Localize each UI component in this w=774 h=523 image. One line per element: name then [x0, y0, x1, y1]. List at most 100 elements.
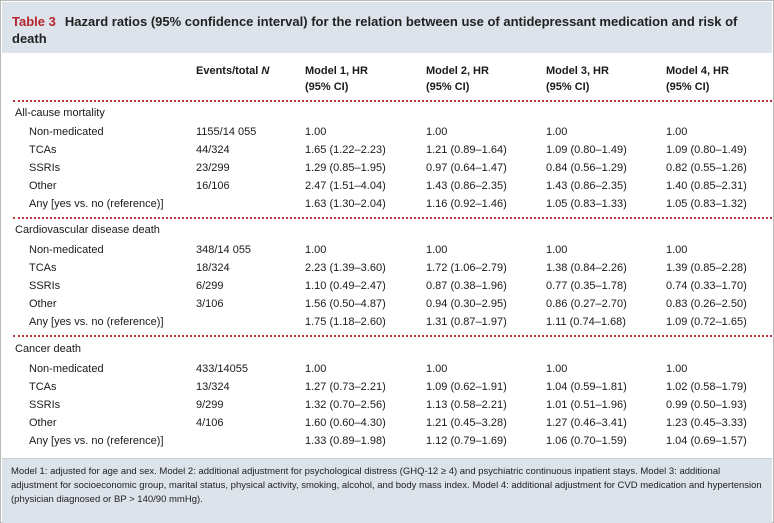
- row-label: Non-medicated: [29, 363, 104, 375]
- table-row: TCAs 44/324 1.65 (1.22–2.23) 1.21 (0.89–…: [1, 141, 774, 159]
- row-model-1: 1.75 (1.18–2.60): [305, 316, 386, 328]
- section-title-all-cause: All-cause mortality: [15, 107, 105, 119]
- row-model-2: 1.43 (0.86–2.35): [426, 180, 507, 192]
- row-model-4: 1.09 (0.72–1.65): [666, 316, 747, 328]
- header-model-2-line1: Model 2, HR: [426, 65, 489, 77]
- row-model-1: 1.32 (0.70–2.56): [305, 399, 386, 411]
- row-model-2: 1.00: [426, 244, 448, 256]
- table-row: Other 16/106 2.47 (1.51–4.04) 1.43 (0.86…: [1, 177, 774, 195]
- row-events: 18/324: [196, 262, 230, 274]
- header-model-1: Model 1, HR (95% CI): [305, 63, 368, 95]
- row-model-4: 1.09 (0.80–1.49): [666, 144, 747, 156]
- row-model-2: 0.87 (0.38–1.96): [426, 280, 507, 292]
- header-model-1-line2: (95% CI): [305, 81, 349, 93]
- row-model-3: 1.00: [546, 244, 568, 256]
- row-label: Non-medicated: [29, 244, 104, 256]
- section-title-cancer: Cancer death: [15, 343, 82, 355]
- row-events: 13/324: [196, 381, 230, 393]
- header-events: Events/total N: [196, 63, 269, 79]
- row-label: SSRIs: [29, 162, 61, 174]
- row-model-1: 1.27 (0.73–2.21): [305, 381, 386, 393]
- row-model-3: 1.09 (0.80–1.49): [546, 144, 627, 156]
- table-row: Non-medicated 1155/14 055 1.00 1.00 1.00…: [1, 123, 774, 141]
- section-title-cvd: Cardiovascular disease death: [15, 224, 160, 236]
- table-row: TCAs 18/324 2.23 (1.39–3.60) 1.72 (1.06–…: [1, 259, 774, 277]
- row-model-1: 1.00: [305, 244, 327, 256]
- header-model-4-line1: Model 4, HR: [666, 65, 729, 77]
- row-model-4: 0.83 (0.26–2.50): [666, 298, 747, 310]
- row-model-3: 1.11 (0.74–1.68): [546, 316, 626, 328]
- row-events: 16/106: [196, 180, 230, 192]
- row-events: 23/299: [196, 162, 230, 174]
- table-row: Other 4/106 1.60 (0.60–4.30) 1.21 (0.45–…: [1, 414, 774, 432]
- row-model-4: 1.39 (0.85–2.28): [666, 262, 747, 274]
- row-model-2: 0.97 (0.64–1.47): [426, 162, 507, 174]
- row-model-1: 2.23 (1.39–3.60): [305, 262, 386, 274]
- row-label: SSRIs: [29, 399, 61, 411]
- row-events: 6/299: [196, 280, 224, 292]
- row-events: 348/14 055: [196, 244, 252, 256]
- row-model-1: 1.00: [305, 363, 327, 375]
- table-row: Non-medicated 348/14 055 1.00 1.00 1.00 …: [1, 241, 774, 259]
- row-model-1: 1.29 (0.85–1.95): [305, 162, 386, 174]
- title-band: Table 3 Hazard ratios (95% confidence int…: [2, 2, 772, 53]
- row-events: 4/106: [196, 417, 224, 429]
- row-label: Other: [29, 417, 57, 429]
- table-row: Other 3/106 1.56 (0.50–4.87) 0.94 (0.30–…: [1, 295, 774, 313]
- header-model-3-line1: Model 3, HR: [546, 65, 609, 77]
- row-model-3: 1.43 (0.86–2.35): [546, 180, 627, 192]
- header-model-2: Model 2, HR (95% CI): [426, 63, 489, 95]
- row-model-4: 1.00: [666, 363, 688, 375]
- row-model-4: 1.40 (0.85–2.31): [666, 180, 747, 192]
- row-model-2: 1.21 (0.45–3.28): [426, 417, 507, 429]
- row-label: Non-medicated: [29, 126, 104, 138]
- row-model-1: 1.63 (1.30–2.04): [305, 198, 386, 210]
- row-model-2: 1.13 (0.58–2.21): [426, 399, 507, 411]
- row-model-2: 1.31 (0.87–1.97): [426, 316, 507, 328]
- row-model-1: 1.33 (0.89–1.98): [305, 435, 386, 447]
- row-model-4: 1.00: [666, 244, 688, 256]
- row-model-2: 1.00: [426, 126, 448, 138]
- row-model-1: 1.10 (0.49–2.47): [305, 280, 386, 292]
- row-model-4: 1.05 (0.83–1.32): [666, 198, 747, 210]
- table-row: Any [yes vs. no (reference)] 1.33 (0.89–…: [1, 432, 774, 450]
- header-events-label: Events/total: [196, 65, 259, 77]
- footnote-band: Model 1: adjusted for age and sex. Model…: [2, 458, 772, 523]
- row-label: SSRIs: [29, 280, 61, 292]
- row-model-3: 1.01 (0.51–1.96): [546, 399, 627, 411]
- table-row: TCAs 13/324 1.27 (0.73–2.21) 1.09 (0.62–…: [1, 378, 774, 396]
- header-model-3: Model 3, HR (95% CI): [546, 63, 609, 95]
- row-model-3: 1.00: [546, 126, 568, 138]
- row-model-2: 1.16 (0.92–1.46): [426, 198, 507, 210]
- table-row: Any [yes vs. no (reference)] 1.63 (1.30–…: [1, 195, 774, 213]
- row-label: Other: [29, 180, 57, 192]
- header-events-n: N: [261, 65, 270, 77]
- table-row: SSRIs 23/299 1.29 (0.85–1.95) 0.97 (0.64…: [1, 159, 774, 177]
- row-events: 44/324: [196, 144, 230, 156]
- table-row: Non-medicated 433/14055 1.00 1.00 1.00 1…: [1, 360, 774, 378]
- row-model-3: 0.84 (0.56–1.29): [546, 162, 627, 174]
- table-number: Table 3: [12, 14, 56, 29]
- table-row: Any [yes vs. no (reference)] 1.75 (1.18–…: [1, 313, 774, 331]
- header-model-4-line2: (95% CI): [666, 81, 710, 93]
- header-model-3-line2: (95% CI): [546, 81, 590, 93]
- row-model-1: 2.47 (1.51–4.04): [305, 180, 386, 192]
- row-model-1: 1.60 (0.60–4.30): [305, 417, 386, 429]
- row-model-3: 1.27 (0.46–3.41): [546, 417, 627, 429]
- row-model-3: 0.77 (0.35–1.78): [546, 280, 627, 292]
- row-model-3: 1.04 (0.59–1.81): [546, 381, 627, 393]
- row-model-4: 1.00: [666, 126, 688, 138]
- table-row: SSRIs 6/299 1.10 (0.49–2.47) 0.87 (0.38–…: [1, 277, 774, 295]
- row-model-2: 0.94 (0.30–2.95): [426, 298, 507, 310]
- row-model-4: 1.04 (0.69–1.57): [666, 435, 747, 447]
- row-model-4: 1.02 (0.58–1.79): [666, 381, 747, 393]
- section-rule-1: [13, 217, 772, 219]
- row-events: 433/14055: [196, 363, 248, 375]
- row-model-1: 1.00: [305, 126, 327, 138]
- row-model-3: 0.86 (0.27–2.70): [546, 298, 627, 310]
- footnote: Model 1: adjusted for age and sex. Model…: [11, 466, 762, 505]
- row-model-3: 1.00: [546, 363, 568, 375]
- row-model-2: 1.09 (0.62–1.91): [426, 381, 507, 393]
- row-label: Any [yes vs. no (reference)]: [29, 316, 164, 328]
